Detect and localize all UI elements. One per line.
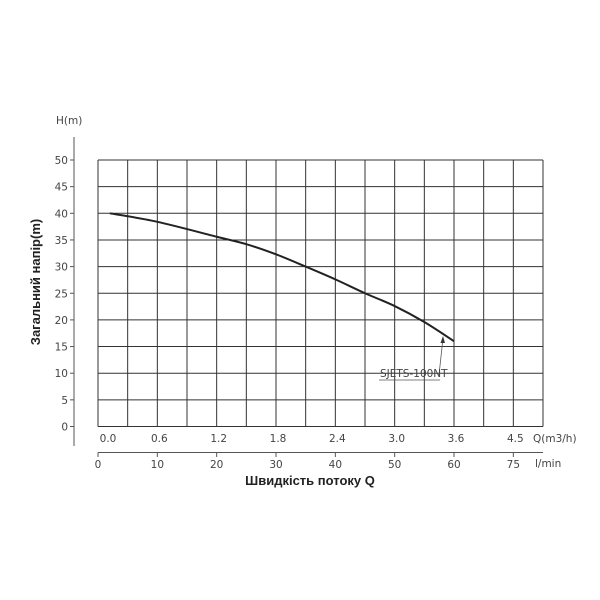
annotation-arrowhead [440, 336, 445, 343]
y-tick-label: 0 [61, 422, 68, 434]
x-axis: 0 10 20 30 40 50 60 75 0.0 0.6 1.2 1.8 2.4 3.0 3.6 4.5 [95, 433, 543, 471]
y-tick-label: 50 [55, 155, 68, 167]
x-tick-label: 50 [388, 459, 401, 471]
y-tick-label: 40 [55, 208, 68, 220]
x-tick-label: 10 [151, 459, 164, 471]
series-line-sjets-100nt [109, 212, 455, 343]
x2-tick-label: 3.6 [448, 433, 465, 445]
x2-tick-label: 3.0 [388, 433, 405, 445]
y-tick-label: 45 [55, 182, 68, 194]
x2-tick-label: 0.6 [151, 433, 168, 445]
y-tick-label: 15 [55, 342, 68, 354]
y-tick-label: 5 [61, 395, 68, 407]
x-tick-label: 75 [507, 459, 520, 471]
x-axis-title: Швидкість потоку Q [245, 473, 375, 488]
x-tick-label: 30 [269, 459, 282, 471]
y-axis-title: Загальний напір(m) [28, 219, 43, 345]
grid [97, 159, 544, 427]
y-tick-label: 25 [55, 288, 68, 300]
y-tick-label: 20 [55, 315, 68, 327]
y-unit-label: H(m) [56, 115, 82, 127]
y-tick-label: 30 [55, 262, 68, 274]
annotation-leader-line [438, 337, 444, 376]
x2-unit-label: Q(m3/h) [533, 433, 577, 445]
x-tick-label: 20 [210, 459, 223, 471]
x-unit-label: l/min [535, 458, 561, 470]
x2-tick-label: 1.2 [210, 433, 227, 445]
y-tick-label: 10 [55, 368, 68, 380]
x2-tick-label: 0.0 [100, 433, 117, 445]
x-tick-label: 60 [447, 459, 460, 471]
x2-tick-label: 4.5 [507, 433, 524, 445]
annotation-series-label: SJETS-100NT [380, 368, 448, 380]
x-tick-label: 40 [329, 459, 342, 471]
x-tick-label: 0 [95, 459, 102, 471]
y-tick-label: 35 [55, 235, 68, 247]
y-axis: 0 5 10 15 20 25 30 35 40 45 50 [55, 137, 75, 446]
x2-tick-label: 1.8 [270, 433, 287, 445]
x2-tick-label: 2.4 [329, 433, 346, 445]
